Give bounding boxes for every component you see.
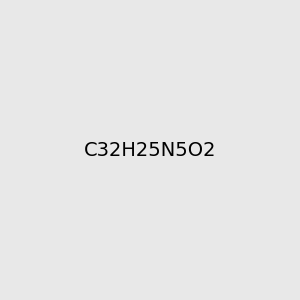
Text: C32H25N5O2: C32H25N5O2	[84, 140, 216, 160]
